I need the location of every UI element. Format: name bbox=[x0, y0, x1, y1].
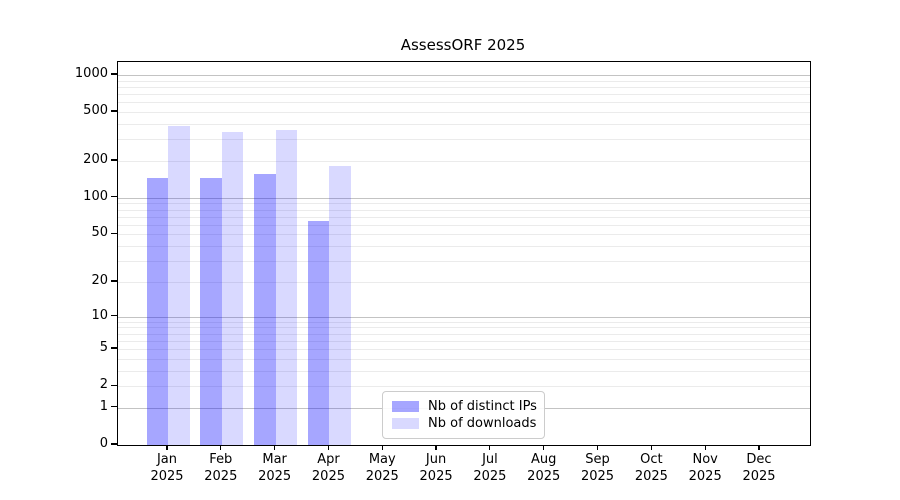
x-tick-label-feb: Feb 2025 bbox=[204, 452, 238, 484]
x-tick-mark-aug bbox=[543, 445, 545, 450]
y-tick-mark-200 bbox=[111, 159, 117, 161]
y-tick-mark-100 bbox=[111, 196, 117, 198]
x-tick-mark-may bbox=[381, 445, 383, 450]
x-tick-label-mar: Mar 2025 bbox=[258, 452, 292, 484]
x-tick-label-dec: Dec 2025 bbox=[742, 452, 776, 484]
gridline-10 bbox=[118, 316, 810, 318]
gridline-100 bbox=[118, 197, 810, 199]
y-tick-label-5: 5 bbox=[99, 340, 108, 356]
chart-title: AssessORF 2025 bbox=[400, 36, 526, 54]
gridline-1000 bbox=[118, 74, 810, 76]
x-tick-label-oct: Oct 2025 bbox=[634, 452, 668, 484]
y-tick-mark-5 bbox=[111, 347, 117, 349]
gridline-9 bbox=[118, 321, 810, 323]
gridline-500 bbox=[118, 112, 810, 114]
gridline-3 bbox=[118, 370, 810, 372]
bar-jan-distinct-ips bbox=[146, 177, 168, 445]
gridline-300 bbox=[118, 139, 810, 141]
legend-swatch-distinct-ips bbox=[392, 401, 419, 412]
bar-jan-downloads bbox=[168, 126, 190, 445]
x-tick-label-jan: Jan 2025 bbox=[150, 452, 184, 484]
gridline-80 bbox=[118, 209, 810, 211]
x-tick-label-aug: Aug 2025 bbox=[527, 452, 561, 484]
gridline-5 bbox=[118, 349, 810, 351]
y-tick-label-10: 10 bbox=[91, 307, 108, 323]
y-tick-label-2: 2 bbox=[99, 377, 108, 393]
y-tick-mark-20 bbox=[111, 280, 117, 282]
bar-feb-distinct-ips bbox=[200, 177, 222, 445]
x-tick-mark-oct bbox=[650, 445, 652, 450]
y-tick-mark-2 bbox=[111, 384, 117, 386]
y-tick-label-200: 200 bbox=[83, 151, 108, 167]
y-tick-label-20: 20 bbox=[91, 272, 108, 288]
legend-label-downloads: Nb of downloads bbox=[428, 416, 537, 431]
legend-entry-downloads: Nb of downloads bbox=[392, 415, 537, 432]
y-tick-mark-500 bbox=[111, 110, 117, 112]
x-tick-mark-mar bbox=[274, 445, 276, 450]
bar-mar-downloads bbox=[275, 130, 298, 445]
x-tick-label-jun: Jun 2025 bbox=[419, 452, 453, 484]
gridline-20 bbox=[118, 281, 810, 283]
gridline-40 bbox=[118, 246, 810, 248]
gridline-70 bbox=[118, 216, 810, 218]
x-tick-label-sep: Sep 2025 bbox=[580, 452, 615, 484]
gridline-400 bbox=[118, 123, 810, 125]
gridline-8 bbox=[118, 327, 810, 329]
y-tick-mark-1000 bbox=[111, 73, 117, 75]
x-tick-mark-jul bbox=[489, 445, 491, 450]
gridline-90 bbox=[118, 203, 810, 205]
gridline-50 bbox=[118, 234, 810, 236]
x-tick-mark-dec bbox=[758, 445, 760, 450]
gridline-800 bbox=[118, 86, 810, 88]
x-tick-mark-jun bbox=[435, 445, 437, 450]
y-tick-mark-50 bbox=[111, 232, 117, 235]
gridline-200 bbox=[118, 160, 810, 162]
y-tick-label-500: 500 bbox=[83, 103, 108, 119]
y-tick-label-100: 100 bbox=[83, 188, 108, 204]
y-tick-label-1: 1 bbox=[99, 398, 108, 414]
y-tick-label-50: 50 bbox=[91, 225, 108, 241]
legend-label-distinct-ips: Nb of distinct IPs bbox=[428, 399, 537, 414]
bar-feb-downloads bbox=[221, 132, 244, 445]
x-tick-mark-feb bbox=[220, 445, 222, 450]
bar-apr-downloads bbox=[329, 165, 351, 445]
x-tick-label-may: May 2025 bbox=[365, 452, 399, 484]
gridline-900 bbox=[118, 80, 810, 82]
plot-area: Nb of distinct IPs Nb of downloads bbox=[117, 61, 811, 446]
gridline-30 bbox=[118, 261, 810, 263]
gridline-6 bbox=[118, 340, 810, 342]
x-tick-label-jul: Jul 2025 bbox=[473, 452, 507, 484]
y-tick-label-1000: 1000 bbox=[74, 65, 108, 81]
bar-mar-distinct-ips bbox=[254, 174, 276, 445]
x-tick-mark-jan bbox=[166, 445, 168, 450]
gridline-2 bbox=[118, 386, 810, 388]
x-tick-mark-sep bbox=[596, 445, 599, 450]
legend-swatch-downloads bbox=[392, 418, 419, 429]
gridline-7 bbox=[118, 333, 810, 335]
gridline-700 bbox=[118, 94, 810, 96]
x-tick-mark-apr bbox=[327, 445, 330, 450]
y-tick-mark-0 bbox=[111, 443, 117, 445]
gridline-60 bbox=[118, 224, 810, 226]
x-tick-label-apr: Apr 2025 bbox=[311, 452, 345, 484]
y-tick-label-0: 0 bbox=[99, 436, 108, 451]
legend-entry-distinct-ips: Nb of distinct IPs bbox=[392, 398, 537, 415]
y-tick-mark-10 bbox=[111, 314, 117, 317]
x-tick-mark-nov bbox=[704, 445, 706, 450]
x-tick-label-nov: Nov 2025 bbox=[688, 452, 722, 484]
y-tick-mark-1 bbox=[111, 406, 117, 408]
legend: Nb of distinct IPs Nb of downloads bbox=[382, 391, 545, 439]
gridline-600 bbox=[118, 102, 810, 104]
gridline-4 bbox=[118, 358, 810, 360]
bar-apr-distinct-ips bbox=[307, 221, 330, 445]
